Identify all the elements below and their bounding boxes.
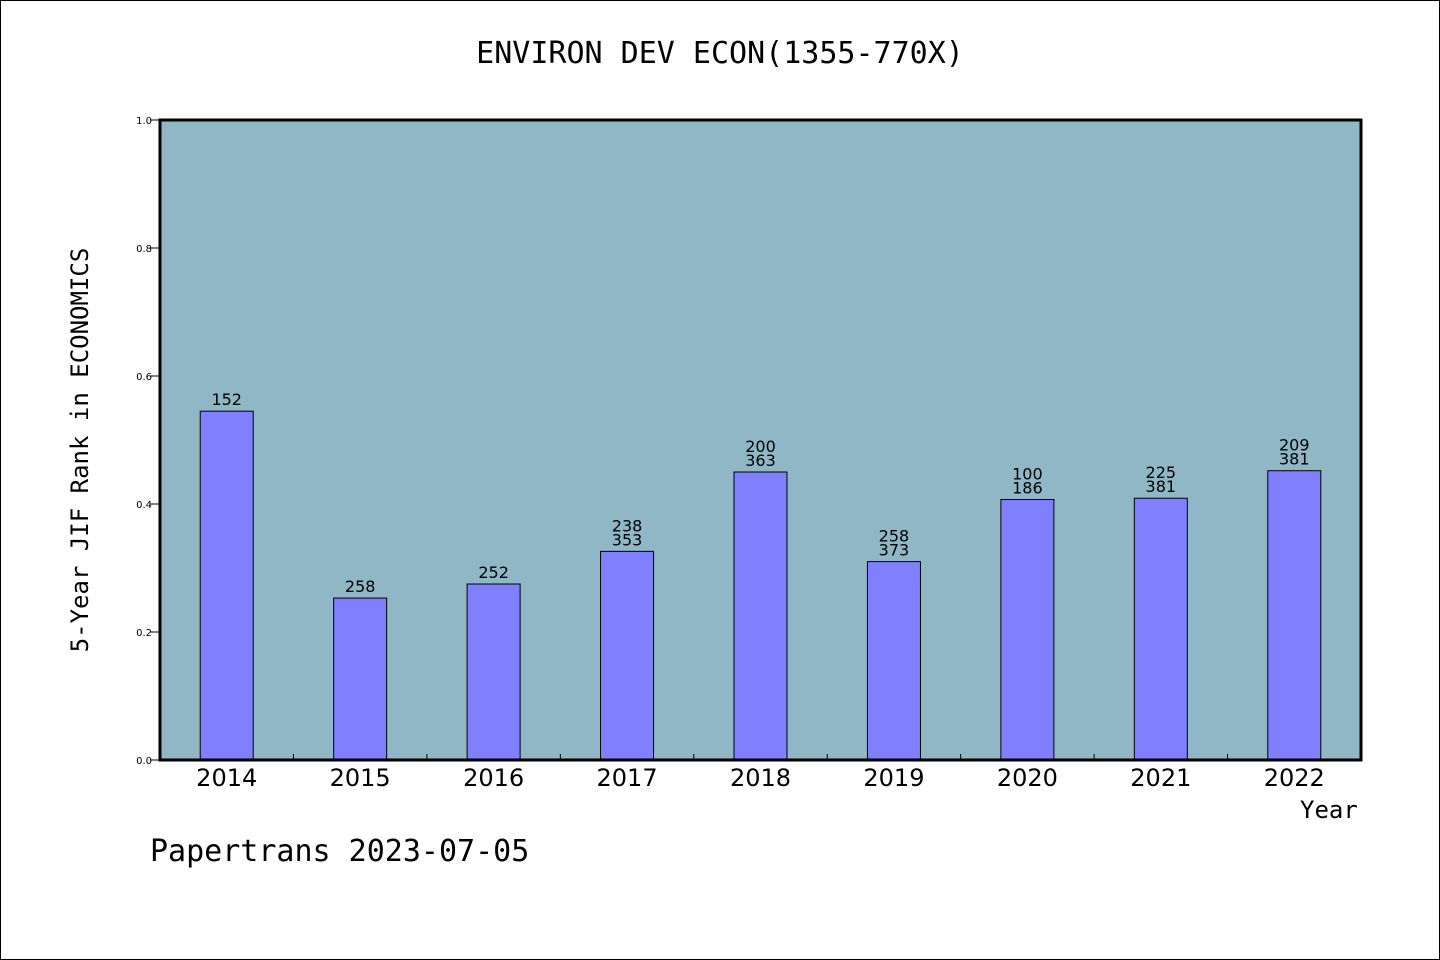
x-tick-label: 2014 <box>196 764 257 792</box>
y-tick-label: 0.4 <box>136 500 152 511</box>
bar-data-label: 353 <box>612 530 643 549</box>
bar-2014 <box>199 410 254 761</box>
bar-data-label: 209 <box>1279 436 1310 455</box>
x-tick-label: 2018 <box>730 764 791 792</box>
x-tick-label: 2020 <box>997 764 1058 792</box>
x-axis-label: Year <box>1300 796 1358 824</box>
y-tick-label: 0.8 <box>136 244 152 255</box>
y-tick-label: 0.0 <box>136 756 152 767</box>
bar-2019 <box>866 561 921 761</box>
x-tick-label: 2015 <box>330 764 391 792</box>
x-tick-label: 2019 <box>863 764 924 792</box>
bar-data-label: 258 <box>345 577 376 596</box>
y-tick-label: 1.0 <box>136 116 152 127</box>
bar-data-label: 381 <box>1279 450 1310 469</box>
bar-2021 <box>1133 497 1188 761</box>
x-tick-label: 2021 <box>1130 764 1191 792</box>
bar-2015 <box>333 597 388 761</box>
x-tick-label: 2022 <box>1264 764 1325 792</box>
bar-data-label: 100 <box>1012 465 1043 484</box>
bar-data-label: 152 <box>211 390 242 409</box>
bar-2018 <box>733 471 788 761</box>
plot-border <box>158 118 1363 762</box>
x-tick-label: 2016 <box>463 764 524 792</box>
bar-data-label: 252 <box>478 563 509 582</box>
bar-data-label: 381 <box>1146 477 1177 496</box>
x-tick-label: 2017 <box>597 764 658 792</box>
bar-2022 <box>1267 470 1322 761</box>
chart-title: ENVIRON DEV ECON(1355-770X) <box>476 36 964 71</box>
bar-2017 <box>600 550 655 761</box>
footer-source-date: Papertrans 2023-07-05 <box>150 834 530 869</box>
bar-2016 <box>466 583 521 761</box>
y-tick-label: 0.6 <box>136 372 152 383</box>
bar-data-label: 200 <box>745 437 776 456</box>
bar-data-label: 373 <box>879 541 910 560</box>
bar-data-label: 225 <box>1146 463 1177 482</box>
bar-data-label: 238 <box>612 516 643 535</box>
bar-2020 <box>1000 499 1055 761</box>
bar-data-label: 363 <box>745 451 776 470</box>
bar-data-label: 186 <box>1012 479 1043 498</box>
bar-data-label: 258 <box>879 527 910 546</box>
y-tick-label: 0.2 <box>136 628 152 639</box>
